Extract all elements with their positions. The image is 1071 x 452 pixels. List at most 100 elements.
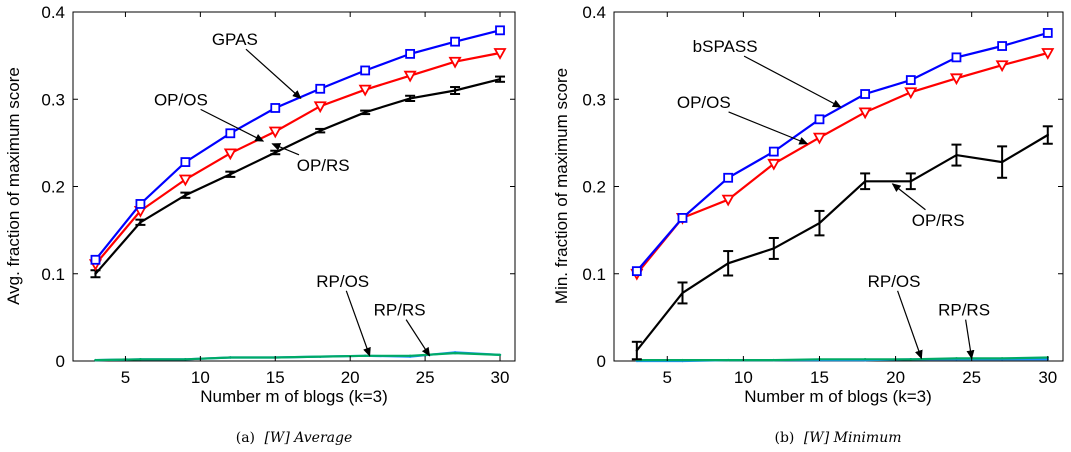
x-tick-label: 15 — [266, 368, 285, 387]
data-point — [178, 174, 192, 187]
series-line — [94, 78, 501, 275]
data-point — [313, 101, 327, 114]
y-tick-label: 0.2 — [582, 178, 606, 197]
x-tick-label: 25 — [962, 368, 981, 387]
panel-minimum: bSPASS OP/OS OP/RS RP/OS RP/RS 5 10 15 20 25 30 0 0… — [552, 3, 1064, 446]
data-point — [909, 180, 912, 183]
data-point — [772, 247, 776, 250]
annotation-rp-os: RP/OS — [868, 272, 923, 360]
data-point — [319, 129, 322, 132]
data-point — [997, 41, 1008, 51]
series-line — [94, 29, 501, 261]
ticks-layer: 5 10 15 20 25 30 0 0.1 0.2 0.3 0.4 — [582, 3, 1063, 387]
annotation-bspass: bSPASS — [693, 37, 842, 108]
annotation-arrow — [200, 108, 265, 142]
data-point — [184, 194, 187, 197]
data-point — [814, 114, 825, 125]
data-point — [408, 354, 412, 357]
annotation-arrow — [345, 290, 371, 357]
series-layer — [88, 25, 507, 362]
data-point — [270, 103, 281, 113]
data-point — [863, 180, 867, 183]
annotation-label: bSPASS — [693, 37, 758, 56]
data-point — [772, 358, 776, 362]
data-point — [90, 254, 101, 265]
data-point — [909, 358, 912, 361]
data-point — [495, 25, 505, 36]
series-layer — [630, 28, 1055, 363]
data-point — [631, 266, 642, 277]
x-tick-label: 10 — [734, 368, 753, 387]
data-point — [860, 89, 871, 99]
data-point — [358, 84, 372, 97]
annotation-gpas: GPAS — [212, 30, 302, 100]
annotation-label: RP/OS — [868, 272, 921, 291]
x-tick-label: 15 — [810, 368, 829, 387]
caption-prefix: (b) — [775, 430, 795, 446]
x-tick-label: 20 — [341, 368, 360, 387]
data-point — [767, 158, 781, 171]
data-point — [408, 97, 412, 100]
data-point — [498, 353, 502, 357]
data-point — [681, 358, 684, 362]
data-point — [955, 153, 958, 157]
data-point — [1042, 28, 1053, 38]
y-tick-label: 0.3 — [41, 90, 65, 109]
y-tick-label: 0.1 — [41, 265, 65, 284]
data-point — [139, 221, 142, 224]
data-point — [94, 272, 97, 275]
caption: (b) [W] Minimum — [775, 430, 902, 446]
data-point — [139, 358, 142, 361]
x-tick-label: 20 — [886, 368, 905, 387]
data-point — [274, 151, 277, 154]
series-line — [635, 31, 1049, 272]
data-point — [995, 60, 1009, 73]
data-point — [94, 358, 97, 362]
series-rp-os — [635, 356, 1049, 362]
data-point — [453, 89, 457, 92]
data-point — [858, 107, 872, 120]
x-tick-label: 5 — [121, 368, 130, 387]
data-point — [726, 358, 730, 362]
data-point — [453, 351, 457, 355]
data-point — [677, 213, 688, 223]
data-point — [135, 199, 146, 209]
annotation-arrow — [728, 111, 809, 145]
ticks-layer: 5 10 15 20 25 30 0 0.1 0.2 0.3 0.4 — [41, 3, 515, 387]
data-point — [951, 52, 962, 63]
series-bspass — [631, 28, 1053, 277]
annotation-label: OP/OS — [154, 90, 208, 109]
annotation-arrow — [271, 143, 300, 156]
data-point — [723, 172, 734, 183]
annotation-rp-rs: RP/RS — [374, 301, 431, 357]
y-tick-label: 0 — [597, 352, 606, 371]
data-point — [448, 56, 462, 69]
annotation-label: GPAS — [212, 30, 258, 49]
annotation-layer: GPAS OP/OS OP/RS RP/OS RP/RS — [154, 30, 431, 357]
data-point — [498, 77, 502, 81]
data-point — [180, 157, 191, 167]
y-tick-label: 0.2 — [41, 178, 65, 197]
data-point — [1000, 357, 1004, 360]
series-gpas — [90, 25, 505, 265]
y-tick-label: 0.3 — [582, 90, 606, 109]
data-point — [225, 128, 236, 139]
caption-prefix: (a) — [236, 430, 255, 446]
caption: (a) [W] Average — [236, 430, 353, 446]
y-axis-label: Avg. fraction of maximum score — [4, 67, 23, 305]
data-point — [768, 146, 779, 157]
series-op-rs — [631, 125, 1053, 361]
annotation-arrow — [245, 48, 302, 100]
data-point — [450, 36, 460, 47]
data-point — [635, 349, 639, 352]
annotation-op-rs: OP/RS — [271, 143, 350, 175]
data-point — [360, 65, 371, 76]
series-line — [636, 356, 1048, 362]
data-point — [1046, 133, 1049, 137]
data-point — [315, 83, 326, 94]
data-point — [363, 354, 367, 357]
annotation-layer: bSPASS OP/OS OP/RS RP/OS RP/RS — [677, 37, 990, 360]
data-point — [721, 194, 735, 207]
annotation-label: RP/RS — [374, 301, 426, 320]
annotation-arrow — [965, 319, 975, 360]
